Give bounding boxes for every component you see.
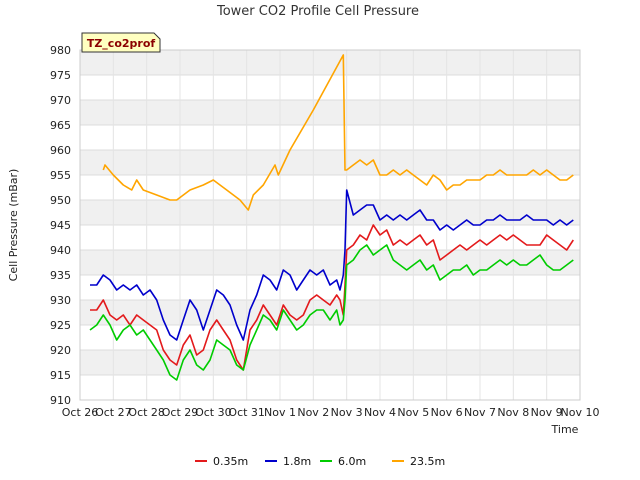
y-tick-label: 970: [50, 94, 71, 107]
x-tick-label: Oct 26: [62, 406, 99, 419]
x-tick-label: Nov 7: [464, 406, 496, 419]
plot-band: [80, 125, 580, 150]
y-tick-label: 930: [50, 294, 71, 307]
plot-band: [80, 375, 580, 400]
x-tick-label: Oct 29: [162, 406, 199, 419]
plot-background: [80, 50, 580, 400]
y-tick-label: 940: [50, 244, 71, 257]
y-tick-label: 935: [50, 269, 71, 282]
y-tick-label: 975: [50, 69, 71, 82]
plot-band: [80, 275, 580, 300]
plot-band: [80, 325, 580, 350]
legend-label: 0.35m: [213, 455, 248, 468]
plot-band: [80, 350, 580, 375]
y-axis-label: Cell Pressure (mBar): [7, 169, 20, 282]
x-tick-label: Nov 5: [397, 406, 429, 419]
legend-label: 6.0m: [338, 455, 366, 468]
plot-band: [80, 225, 580, 250]
y-tick-label: 965: [50, 119, 71, 132]
station-badge-box: [81, 32, 161, 53]
station-badge: TZ_co2prof: [81, 32, 161, 53]
x-tick-label: Nov 8: [497, 406, 529, 419]
chart-title: Tower CO2 Profile Cell Pressure: [216, 4, 419, 19]
x-tick-label: Nov 3: [331, 406, 363, 419]
x-axis-label: Time: [551, 423, 579, 436]
y-tick-label: 920: [50, 344, 71, 357]
y-tick-label: 955: [50, 169, 71, 182]
y-tick-label: 915: [50, 369, 71, 382]
x-tick-label: Oct 27: [95, 406, 132, 419]
y-tick-label: 960: [50, 144, 71, 157]
legend: 0.35m 1.8m 6.0m 23.5m: [195, 455, 445, 468]
x-tick-label: Nov 4: [364, 406, 396, 419]
x-tick-label: Nov 6: [431, 406, 463, 419]
x-tick-label: Oct 30: [195, 406, 232, 419]
legend-label: 1.8m: [283, 455, 311, 468]
x-tick-label: Oct 31: [228, 406, 265, 419]
plot-frame: [79, 49, 581, 401]
plot-band: [80, 175, 580, 200]
y-tick-label: 910: [50, 394, 71, 407]
series-lines: [89, 54, 574, 381]
station-badge-text: TZ_co2prof: [87, 37, 156, 50]
plot-band: [80, 50, 580, 75]
series-line-23.5m: [102, 54, 574, 211]
y-tick-label: 950: [50, 194, 71, 207]
y-axis-ticks: 910 915 920 925 930 935 940 945 950 955 960 965 970 9…: [50, 44, 71, 407]
x-tick-label: Nov 9: [531, 406, 563, 419]
plot-band: [80, 100, 580, 125]
series-line-1.8m: [90, 189, 574, 341]
y-tick-label: 980: [50, 44, 71, 57]
plot-band: [80, 250, 580, 275]
series-line-6.0m: [89, 244, 574, 381]
legend-label: 23.5m: [410, 455, 445, 468]
x-tick-label: Oct 28: [128, 406, 165, 419]
y-tick-label: 945: [50, 219, 71, 232]
plot-band: [80, 150, 580, 175]
series-line-0.35m: [90, 224, 574, 371]
plot-band: [80, 200, 580, 225]
y-tick-label: 925: [50, 319, 71, 332]
x-tick-label: Nov 2: [297, 406, 329, 419]
x-tick-label: Nov 1: [264, 406, 296, 419]
x-tick-label: Nov 10: [561, 406, 600, 419]
